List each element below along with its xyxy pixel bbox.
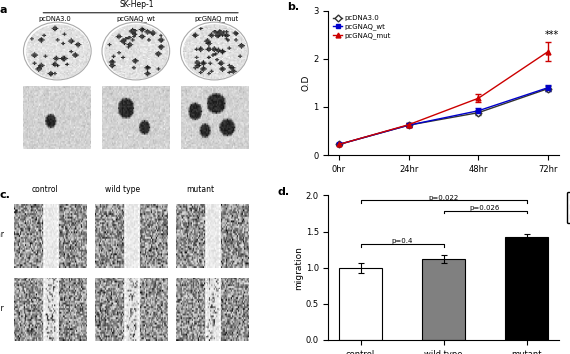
Text: p=0.026: p=0.026 (470, 205, 500, 211)
Text: p=0.022: p=0.022 (429, 195, 459, 201)
Bar (339, 268, 382, 340)
Text: pcGNAQ_mut: pcGNAQ_mut (195, 16, 239, 22)
Text: c.: c. (0, 190, 10, 200)
Text: pcGNAQ_wt: pcGNAQ_wt (116, 16, 155, 22)
Y-axis label: O.D: O.D (302, 75, 311, 91)
Text: a: a (0, 5, 7, 15)
Text: control: control (32, 185, 59, 194)
Text: wild type: wild type (105, 185, 140, 194)
Bar (505, 237, 548, 340)
Text: d.: d. (278, 187, 290, 197)
Text: SK-Hep-1: SK-Hep-1 (120, 0, 154, 9)
Legend: control, wild type, mutant: control, wild type, mutant (567, 192, 570, 223)
Text: pcDNA3.0: pcDNA3.0 (39, 16, 71, 22)
Text: 24hr: 24hr (0, 304, 4, 313)
Text: 0hr: 0hr (0, 230, 4, 239)
Text: b.: b. (287, 2, 299, 12)
Legend: pcDNA3.0, pcGNAQ_wt, pcGNAQ_mut: pcDNA3.0, pcGNAQ_wt, pcGNAQ_mut (332, 14, 392, 41)
Text: ***: *** (544, 30, 559, 40)
Text: mutant: mutant (186, 185, 214, 194)
Text: p=0.4: p=0.4 (392, 238, 413, 244)
Bar (422, 259, 465, 340)
Y-axis label: migration: migration (294, 246, 303, 290)
